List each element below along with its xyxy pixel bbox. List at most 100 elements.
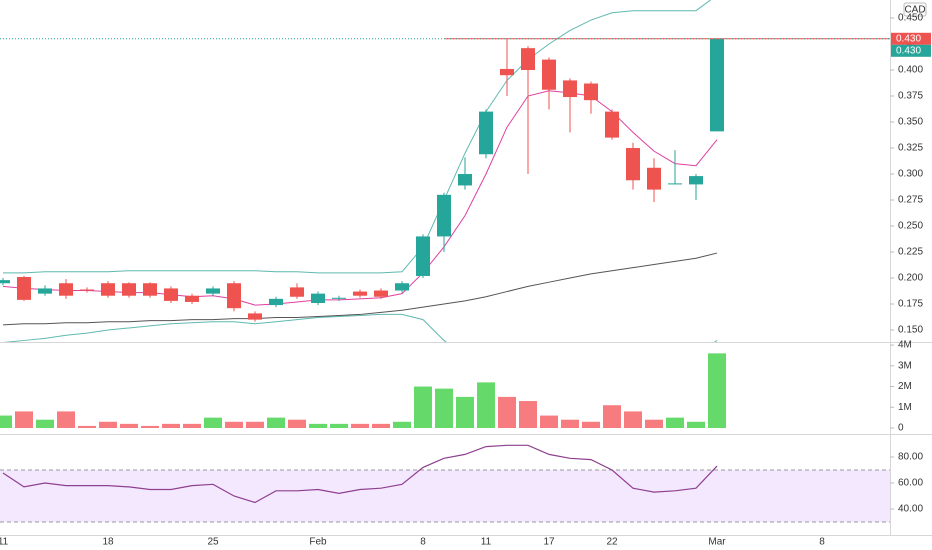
y-tick-label: 40.00	[898, 504, 923, 515]
volume-bar	[36, 419, 54, 428]
volume-bar	[456, 396, 474, 428]
candle-body	[164, 288, 178, 301]
line	[3, 0, 712, 274]
candle-body	[584, 83, 598, 101]
candle-body	[269, 298, 283, 306]
y-tick-label: 0.150	[898, 325, 923, 336]
volume-bar	[183, 423, 201, 428]
volume-bar	[57, 411, 75, 428]
volume-bar	[15, 411, 33, 428]
candle-body	[248, 313, 262, 320]
x-tick-label: 11	[481, 537, 492, 548]
candle-body	[101, 283, 115, 296]
y-tick-label: 0.300	[898, 169, 923, 180]
candle-body	[0, 280, 10, 284]
currency-box	[903, 2, 927, 17]
candle-body	[689, 176, 703, 185]
volume-bar	[498, 396, 516, 428]
y-tick-label: 0.400	[898, 65, 923, 76]
x-tick-label: 25	[207, 537, 219, 548]
candle-body	[311, 293, 325, 303]
candle-body	[206, 288, 220, 294]
volume-bar	[477, 382, 495, 428]
volume-bar	[708, 353, 726, 428]
candle-body	[227, 283, 241, 309]
volume-bar	[540, 415, 558, 428]
y-tick-label: 1M	[898, 402, 912, 413]
candle-body	[710, 38, 724, 132]
y-tick-label: 0.200	[898, 273, 923, 284]
volume-bar	[78, 425, 96, 428]
x-tick-label: Mar	[708, 537, 726, 548]
line	[2, 444, 718, 504]
volume-bar	[267, 417, 285, 428]
volume-bar	[120, 423, 138, 428]
x-tick-label: 11	[0, 537, 9, 548]
volume-bar	[645, 419, 663, 428]
volume-bar	[246, 421, 264, 428]
volume-bar	[309, 423, 327, 428]
candle-body	[605, 111, 619, 138]
volume-bar	[330, 423, 348, 428]
x-tick-label: 8	[420, 537, 426, 548]
y-tick-label: 2M	[898, 381, 912, 392]
volume-bar	[414, 386, 432, 428]
candle-body	[122, 283, 136, 296]
candle-body	[38, 288, 52, 294]
y-tick-label: 4M	[898, 340, 912, 351]
y-tick-label: 0	[898, 423, 904, 434]
volume-bar	[561, 419, 579, 428]
volume-bar	[687, 421, 705, 428]
volume-bar	[288, 419, 306, 428]
x-tick-label: 18	[102, 537, 114, 548]
candle-body	[668, 183, 682, 185]
volume-bar	[141, 425, 159, 428]
y-tick-label: 80.00	[898, 452, 923, 463]
volume-bar	[351, 423, 369, 428]
price-label: 0.430	[896, 33, 921, 44]
volume-bar	[624, 411, 642, 428]
y-tick-label: 0.375	[898, 91, 923, 102]
y-tick-label: 0.325	[898, 143, 923, 154]
volume-bar	[519, 401, 537, 428]
volume-bar	[0, 415, 12, 428]
volume-bar	[372, 423, 390, 428]
line	[2, 252, 718, 326]
candle-body	[458, 174, 472, 186]
rsi-band	[0, 470, 890, 522]
x-tick-label: Feb	[309, 537, 327, 548]
candle-body	[437, 194, 451, 237]
candle-body	[416, 236, 430, 276]
y-tick-label: 0.175	[898, 299, 923, 310]
candle-body	[479, 111, 493, 155]
price-panel	[0, 0, 724, 342]
candle-body	[17, 276, 31, 300]
line	[3, 313, 718, 342]
volume-bar	[162, 423, 180, 428]
y-tick-label: 0.450	[898, 13, 923, 24]
candle-body	[185, 295, 199, 302]
candle-body	[80, 289, 94, 291]
candle-body	[626, 148, 640, 181]
y-tick-label: 60.00	[898, 478, 923, 489]
candle-body	[395, 283, 409, 291]
volume-bar	[99, 421, 117, 428]
volume-bar	[582, 421, 600, 428]
y-tick-label: 0.250	[898, 221, 923, 232]
candle-body	[332, 297, 346, 299]
candle-body	[374, 290, 388, 297]
price-label-box	[891, 44, 931, 57]
volume-bar	[393, 421, 411, 428]
volume-bar	[225, 421, 243, 428]
y-tick-label: 0.350	[898, 117, 923, 128]
y-tick-label: 3M	[898, 360, 912, 371]
candle-body	[143, 283, 157, 296]
candle-body	[353, 291, 367, 296]
volume-bar	[435, 388, 453, 428]
price-label-box	[891, 32, 931, 45]
candle-body	[59, 283, 73, 296]
candle-body	[542, 59, 556, 90]
x-tick-label: 8	[819, 537, 825, 548]
volume-bar	[603, 405, 621, 428]
